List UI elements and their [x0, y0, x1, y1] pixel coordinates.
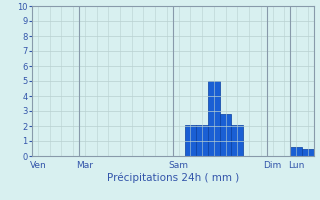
Bar — [302, 149, 314, 156]
Bar — [290, 147, 302, 156]
Bar — [196, 124, 208, 156]
X-axis label: Précipitations 24h ( mm ): Précipitations 24h ( mm ) — [107, 173, 239, 183]
Bar — [231, 124, 243, 156]
Bar — [185, 124, 196, 156]
Bar — [220, 114, 231, 156]
Bar — [208, 81, 220, 156]
